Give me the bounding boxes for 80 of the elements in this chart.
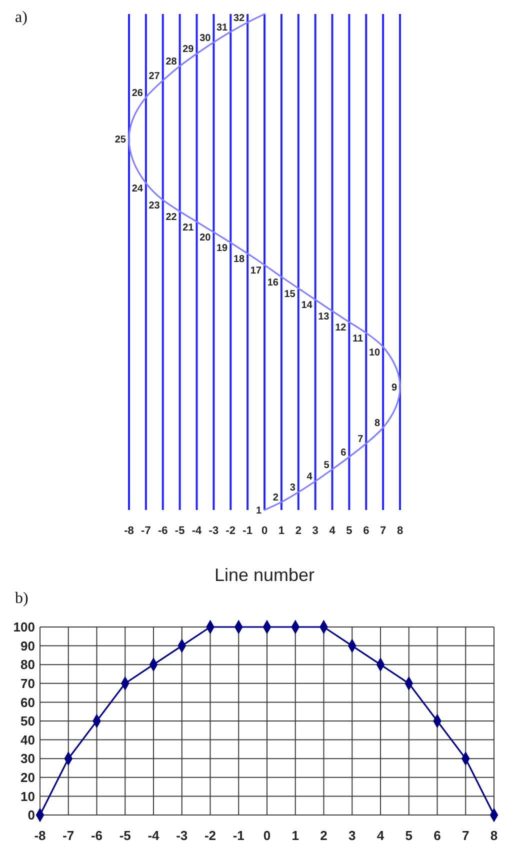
annotation: 11 bbox=[352, 333, 364, 344]
y-tick-label: 100 bbox=[13, 620, 35, 635]
x-tick-label: -1 bbox=[242, 525, 252, 537]
annotation: 8 bbox=[374, 418, 380, 430]
annotation: 27 bbox=[148, 70, 160, 82]
annotation: 2 bbox=[272, 492, 279, 504]
y-tick-label: 60 bbox=[20, 694, 35, 710]
annotation: 4 bbox=[306, 472, 313, 483]
annotation: 31 bbox=[216, 22, 228, 34]
annotation: 24 bbox=[132, 184, 144, 195]
annotation: 14 bbox=[301, 300, 313, 312]
x-tick-label: -6 bbox=[158, 525, 168, 537]
annotation: 21 bbox=[182, 222, 194, 234]
y-tick-label: 50 bbox=[20, 714, 35, 729]
y-tick-label: 20 bbox=[20, 770, 35, 785]
annotation: 3 bbox=[290, 482, 296, 494]
x-tick-label: 6 bbox=[363, 525, 370, 537]
x-tick-label: 3 bbox=[312, 525, 318, 537]
x-tick-label: 1 bbox=[292, 828, 299, 843]
x-tick-label: 1 bbox=[278, 525, 284, 537]
annotation: 1 bbox=[256, 506, 262, 516]
annotation: 7 bbox=[358, 434, 364, 446]
x-tick-label: -1 bbox=[232, 828, 244, 843]
y-tick-label: 70 bbox=[20, 676, 35, 691]
annotation: 32 bbox=[233, 12, 245, 24]
x-tick-label: 0 bbox=[261, 525, 268, 537]
y-tick-label: 0 bbox=[28, 808, 35, 823]
annotation: 16 bbox=[267, 277, 279, 288]
text: a) bbox=[15, 9, 28, 26]
x-tick-label: -8 bbox=[124, 525, 134, 537]
annotation: 28 bbox=[166, 56, 178, 68]
annotation: 20 bbox=[200, 232, 212, 244]
x-tick-label: 5 bbox=[346, 525, 352, 537]
x-axis-title: Line number bbox=[214, 565, 315, 585]
x-tick-label: 8 bbox=[396, 525, 404, 537]
y-tick-label: 40 bbox=[20, 732, 35, 748]
x-tick-label: -7 bbox=[62, 828, 74, 843]
text: b) bbox=[15, 590, 28, 607]
x-tick-label: -4 bbox=[148, 828, 160, 843]
annotation: 22 bbox=[166, 212, 178, 223]
x-tick-label: -8 bbox=[34, 828, 46, 843]
annotation: 30 bbox=[200, 32, 212, 44]
x-tick-label: 7 bbox=[462, 828, 470, 843]
x-tick-label: -3 bbox=[176, 828, 188, 843]
x-tick-label: 4 bbox=[376, 828, 385, 843]
x-tick-label: -4 bbox=[192, 525, 203, 537]
annotation: 15 bbox=[284, 288, 296, 300]
annotation: 19 bbox=[216, 243, 228, 254]
x-tick-label: 0 bbox=[263, 828, 271, 843]
annotation: 23 bbox=[148, 200, 160, 212]
x-tick-label: 4 bbox=[329, 525, 336, 537]
y-tick-label: 30 bbox=[20, 751, 35, 766]
y-tick-label: 80 bbox=[20, 657, 35, 672]
annotation: 12 bbox=[335, 322, 347, 334]
x-tick-label: 7 bbox=[380, 525, 386, 537]
x-tick-label: -6 bbox=[90, 828, 103, 843]
x-tick-label: 5 bbox=[405, 828, 412, 843]
x-tick-label: 8 bbox=[490, 828, 498, 843]
annotation: 26 bbox=[132, 88, 144, 99]
x-tick-label: -5 bbox=[174, 525, 185, 537]
annotation: 5 bbox=[324, 460, 330, 471]
annotation: 10 bbox=[368, 347, 380, 358]
x-tick-label: -5 bbox=[119, 828, 131, 843]
annotation: 6 bbox=[340, 447, 347, 458]
y-tick-label: 90 bbox=[20, 638, 35, 654]
x-tick-label: -2 bbox=[204, 828, 216, 843]
annotation: 17 bbox=[250, 265, 262, 276]
x-tick-label: -7 bbox=[141, 525, 151, 537]
x-tick-label: 2 bbox=[295, 525, 302, 537]
annotation: 18 bbox=[233, 254, 245, 266]
annotation: 9 bbox=[391, 382, 398, 394]
annotation: 25 bbox=[114, 134, 126, 146]
x-tick-label: 2 bbox=[320, 828, 328, 843]
y-tick-label: 10 bbox=[20, 788, 35, 804]
x-tick-label: 6 bbox=[434, 828, 441, 843]
x-tick-label: 3 bbox=[348, 828, 356, 843]
x-tick-label: -3 bbox=[208, 525, 219, 537]
annotation: 29 bbox=[182, 44, 194, 56]
annotation: 13 bbox=[318, 312, 330, 323]
x-tick-label: -2 bbox=[226, 525, 236, 537]
